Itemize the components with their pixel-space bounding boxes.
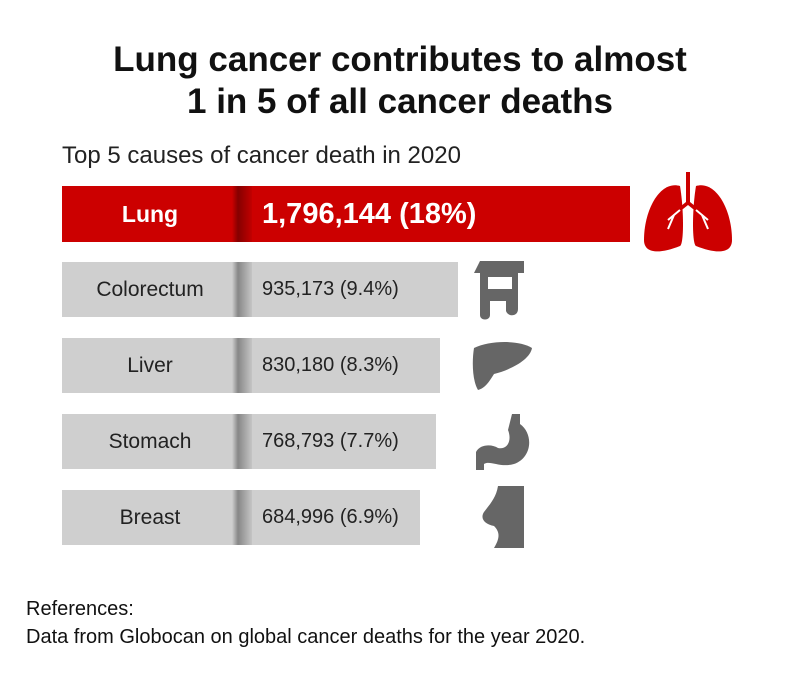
- row: Lung 1,796,144 (18%): [62, 186, 630, 242]
- references-heading: References:: [26, 598, 134, 620]
- row: Liver 830,180 (8.3%): [62, 338, 440, 393]
- deaths-label: 830,180 (8.3%): [262, 354, 399, 376]
- breast-icon: [482, 486, 524, 548]
- deaths-label: 1,796,144 (18%): [262, 197, 477, 230]
- colon-icon: [474, 261, 524, 320]
- deaths-label: 768,793 (7.7%): [262, 430, 399, 452]
- liver-icon: [472, 342, 532, 390]
- divider-shadow: [232, 186, 252, 242]
- stomach-icon: [476, 414, 530, 470]
- row: Colorectum 935,173 (9.4%): [62, 262, 458, 317]
- divider-shadow: [232, 414, 252, 469]
- row: Stomach 768,793 (7.7%): [62, 414, 436, 469]
- references-text: Data from Globocan on global cancer deat…: [26, 626, 586, 648]
- divider-shadow: [232, 490, 252, 545]
- row: Breast 684,996 (6.9%): [62, 490, 420, 545]
- deaths-label: 684,996 (6.9%): [262, 506, 399, 528]
- cause-label: Lung: [121, 200, 179, 227]
- divider-shadow: [232, 262, 252, 317]
- lung-icon: [644, 172, 732, 252]
- title-line: 1 in 5 of all cancer deaths: [187, 82, 613, 121]
- cause-label: Colorectum: [96, 277, 204, 301]
- divider-shadow: [232, 338, 252, 393]
- cause-label: Stomach: [108, 429, 192, 453]
- cause-label: Breast: [119, 505, 181, 529]
- cause-label: Liver: [127, 353, 173, 377]
- title-line: Lung cancer contributes to almost: [113, 40, 687, 79]
- deaths-label: 935,173 (9.4%): [262, 278, 399, 300]
- subtitle: Top 5 causes of cancer death in 2020: [62, 142, 461, 169]
